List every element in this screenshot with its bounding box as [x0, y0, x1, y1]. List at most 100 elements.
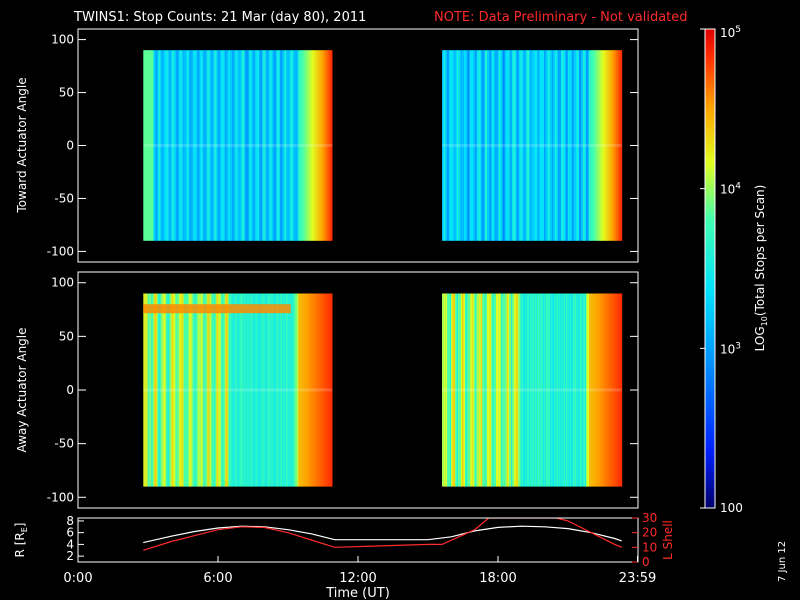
heatmap-cell [522, 293, 524, 487]
heatmap-cell [180, 293, 182, 487]
heatmap-cell [585, 293, 587, 487]
heatmap-cell [156, 293, 158, 487]
heatmap-cell [519, 293, 521, 487]
heatmap-cell [297, 50, 299, 241]
heatmap-cell [570, 293, 572, 487]
heatmap-cell [188, 293, 190, 487]
heatmap-cell [281, 50, 283, 241]
heatmap-cell [285, 50, 287, 241]
heatmap-cell [547, 293, 549, 487]
heatmap-cell [158, 293, 160, 487]
heatmap-cell [563, 50, 565, 241]
heatmap-cell [261, 50, 263, 241]
heatmap-cell [265, 293, 267, 487]
heatmap-cell [216, 50, 218, 241]
heatmap-cell [272, 293, 274, 487]
heatmap-cell [565, 50, 567, 241]
heatmap-cell [489, 293, 491, 487]
heatmap-cell [509, 50, 511, 241]
heatmap-cell [267, 50, 269, 241]
heatmap-cell [148, 293, 150, 487]
heatmap-cell [599, 50, 601, 241]
heatmap-cell [516, 293, 518, 487]
heatmap-cell [544, 293, 546, 487]
heatmap-cell [512, 50, 514, 241]
heatmap-cell [246, 293, 248, 487]
orbit-right-label: L Shell [661, 520, 675, 560]
heatmap-cell [295, 50, 297, 241]
heatmap-cell [464, 293, 466, 487]
x-axis-label: Time (UT) [325, 586, 390, 600]
heatmap-cell [562, 50, 564, 241]
heatmap-cell [538, 293, 540, 487]
heatmap-cell [481, 50, 483, 241]
heatmap-cell [511, 293, 513, 487]
heatmap-cell [165, 293, 167, 487]
heatmap-cell [155, 293, 157, 487]
heatmap-cell [566, 50, 568, 241]
heatmap-cell [160, 293, 162, 487]
heatmap-cell [205, 293, 207, 487]
heatmap-cell [316, 50, 318, 241]
heatmap-cell [176, 293, 178, 487]
heatmap-cell [318, 293, 320, 487]
heatmap-cell [461, 50, 463, 241]
heatmap-cell [177, 293, 179, 487]
heatmap-cell [331, 50, 333, 241]
heatmap-cell [543, 50, 545, 241]
heatmap-cell [203, 50, 205, 241]
heatmap-cell [589, 293, 591, 487]
heatmap-cell [184, 293, 186, 487]
heatmap-cell [552, 293, 554, 487]
heatmap-cell [257, 50, 259, 241]
heatmap-cell [498, 50, 500, 241]
heatmap-cell [217, 50, 219, 241]
heatmap-cell [606, 293, 608, 487]
heatmap-cell [512, 293, 514, 487]
heatmap-cell [211, 50, 213, 241]
heatmap-cell [615, 293, 617, 487]
heatmap-cell [443, 50, 445, 241]
heatmap-cell [237, 293, 239, 487]
heatmap-cell [307, 50, 309, 241]
heatmap-cell [309, 293, 311, 487]
heatmap-cell [302, 293, 304, 487]
heatmap-cell [304, 293, 306, 487]
heatmap-cell [620, 293, 622, 487]
heatmap-cell [567, 293, 569, 487]
heatmap-cell [221, 50, 223, 241]
heatmap-cell [261, 293, 263, 487]
heatmap-cell [235, 293, 237, 487]
heatmap-cell [182, 293, 184, 487]
heatmap-cell [222, 293, 224, 487]
heatmap-cell [480, 293, 482, 487]
heatmap-cell [463, 293, 465, 487]
heatmap-cell [174, 50, 176, 241]
heatmap-cell [272, 50, 274, 241]
heatmap-cell [197, 293, 199, 487]
heatmap-cell [468, 293, 470, 487]
heatmap-cell [255, 50, 257, 241]
heatmap-cell [487, 50, 489, 241]
heatmap-cell [204, 50, 206, 241]
heatmap-cell [259, 293, 261, 487]
heatmap-cell [581, 50, 583, 241]
heatmap-cell [190, 50, 192, 241]
heatmap-cell [278, 293, 280, 487]
heatmap-cell [570, 50, 572, 241]
heatmap-cell [153, 293, 155, 487]
heatmap-cell [260, 50, 262, 241]
heatmap-cell [173, 293, 175, 487]
heatmap-cell [465, 50, 467, 241]
left-tick-label: 8 [66, 514, 74, 528]
heatmap-cell [593, 50, 595, 241]
heatmap-cell [312, 293, 314, 487]
date-stamp: 7 Jun 12 [777, 541, 788, 582]
heatmap-cell [212, 293, 214, 487]
heatmap-cell [442, 50, 444, 241]
heatmap-cell [269, 50, 271, 241]
heatmap-cell [505, 50, 507, 241]
heatmap-cell [241, 50, 243, 241]
heatmap-cell [605, 50, 607, 241]
heatmap-cell [216, 293, 218, 487]
